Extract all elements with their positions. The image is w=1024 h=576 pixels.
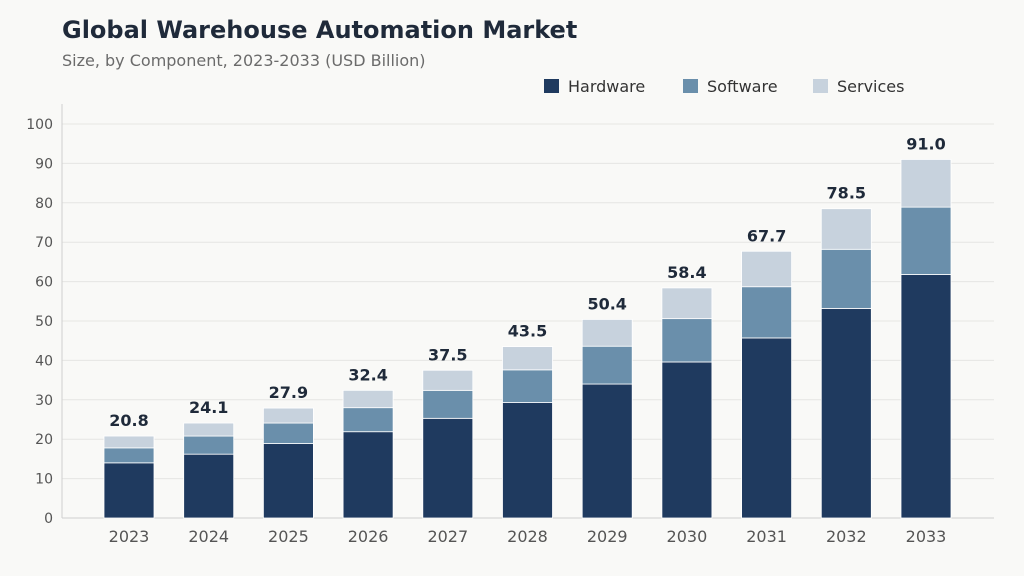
x-tick-label: 2030 [667,527,708,546]
y-tick-label: 30 [35,393,53,409]
bar-hardware-2031 [741,337,792,519]
bar-software-2030 [661,318,713,363]
y-tick-label: 90 [35,156,53,172]
bar-software-2031 [741,286,792,339]
x-tick-label: 2029 [587,527,628,546]
x-tick-label: 2031 [746,527,787,546]
y-tick-label: 20 [35,432,53,448]
total-label: 58.4 [667,263,706,282]
y-tick-label: 70 [35,235,53,251]
y-tick-label: 40 [35,353,53,369]
y-tick-label: 10 [35,472,53,488]
total-label: 91.0 [906,134,945,153]
x-tick-label: 2028 [507,527,548,546]
bar-software-2032 [820,248,872,309]
bar-hardware-2033 [900,274,952,519]
chart-subtitle: Size, by Component, 2023-2033 (USD Billi… [62,51,426,70]
bars-layer [103,159,952,519]
x-tick-label: 2023 [109,527,150,546]
total-label: 37.5 [428,345,467,364]
bar-software-2023 [103,447,155,464]
total-label: 78.5 [827,184,866,203]
y-tick-label: 0 [44,511,53,527]
bar-services-2033 [900,159,952,208]
bar-services-2025 [262,407,314,424]
y-tick-label: 50 [35,314,53,330]
total-label: 32.4 [348,365,387,384]
total-label: 50.4 [587,294,626,313]
bar-services-2023 [103,435,155,449]
total-label: 20.8 [109,411,148,430]
bar-software-2026 [342,407,394,433]
bar-services-2029 [581,319,633,347]
bar-software-2028 [502,369,553,403]
legend-swatch-hardware [544,79,559,93]
bar-software-2024 [183,435,235,455]
bar-services-2027 [422,369,474,391]
bar-services-2032 [820,208,872,250]
x-tick-label: 2024 [188,527,229,546]
bar-software-2027 [422,389,474,419]
bar-software-2029 [581,345,633,385]
bar-services-2030 [661,287,713,320]
legend-label-services: Services [837,77,904,96]
legend: Hardware Software Services [544,77,904,96]
bar-hardware-2025 [262,443,314,519]
total-label: 67.7 [747,226,786,245]
bar-hardware-2027 [422,417,474,519]
y-tick-label: 60 [35,275,53,291]
legend-label-hardware: Hardware [568,77,645,96]
bar-hardware-2023 [103,462,155,519]
legend-label-software: Software [707,77,778,96]
bar-services-2031 [741,250,792,288]
chart-title: Global Warehouse Automation Market [62,16,578,44]
x-tick-label: 2025 [268,527,309,546]
bar-services-2026 [342,389,394,409]
x-tick-label: 2032 [826,527,867,546]
legend-swatch-services [813,79,828,93]
total-label: 43.5 [508,322,547,341]
x-tick-label: 2026 [348,527,389,546]
x-tick-label: 2027 [427,527,468,546]
y-tick-label: 100 [26,117,53,133]
legend-swatch-software [683,79,698,93]
bar-services-2024 [183,422,235,437]
y-tick-label: 80 [35,196,53,212]
x-tick-label: 2033 [906,527,947,546]
total-label: 27.9 [269,383,308,402]
bar-hardware-2026 [342,431,394,519]
bar-hardware-2028 [502,402,553,519]
bar-hardware-2024 [183,453,235,519]
bar-services-2028 [502,346,553,371]
labels-layer: 20.8 2023 24.1 2024 27.9 2025 32.4 2026 37.5 2027… [109,134,947,546]
bar-hardware-2032 [820,307,872,519]
bar-hardware-2030 [661,361,713,519]
bar-hardware-2029 [581,383,633,519]
total-label: 24.1 [189,398,228,417]
bar-software-2025 [262,422,314,444]
bar-software-2033 [900,206,952,275]
